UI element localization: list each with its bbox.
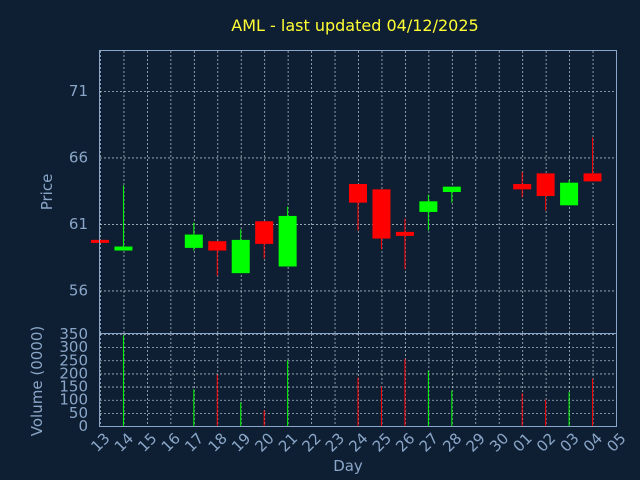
- candle-body: [395, 231, 414, 236]
- candle-body: [442, 186, 461, 192]
- x-axis-label: Day: [333, 457, 363, 475]
- candle-body: [184, 234, 203, 248]
- x-tick-label: 03: [556, 429, 582, 455]
- x-tick-label: 24: [345, 429, 371, 455]
- x-tick-label: 15: [134, 429, 160, 455]
- x-tick-label: 28: [439, 429, 465, 455]
- x-tick-label: 26: [392, 429, 418, 455]
- x-tick-label: 19: [228, 429, 254, 455]
- candle-body: [583, 173, 602, 182]
- candle-body: [255, 221, 274, 244]
- x-tick-label: 22: [298, 429, 324, 455]
- x-tick-label: 14: [111, 429, 137, 455]
- volume-tick-label: 0: [78, 417, 88, 435]
- x-tick-label: 25: [369, 429, 395, 455]
- price-axis-label: Price: [38, 174, 56, 211]
- x-tick-labels: 1314151617181920212223242526272829300102…: [87, 429, 629, 455]
- candle-body: [208, 241, 227, 251]
- candle-body: [278, 215, 297, 267]
- volume-axis-label: Volume (0000): [28, 326, 46, 436]
- volume-tick-label: 250: [59, 351, 88, 369]
- volume-tick-label: 350: [59, 325, 88, 343]
- volume-bars: [122, 335, 594, 426]
- x-tick-label: 20: [252, 429, 278, 455]
- x-tick-label: 13: [87, 429, 113, 455]
- x-tick-label: 16: [158, 429, 184, 455]
- candle-body: [231, 239, 250, 274]
- x-tick-label: 18: [205, 429, 231, 455]
- candles: [91, 137, 602, 276]
- x-tick-label: 05: [603, 429, 629, 455]
- volume-tick-label: 300: [59, 338, 88, 356]
- price-tick-labels: 56 61 66 71: [69, 82, 88, 300]
- volume-tick-label: 50: [69, 404, 88, 422]
- volume-panel-frame: [99, 333, 617, 427]
- candle-body: [114, 246, 133, 251]
- x-tick-label: 30: [486, 429, 512, 455]
- chart-title: AML - last updated 04/12/2025: [231, 16, 478, 35]
- price-tick-label: 71: [69, 82, 88, 100]
- price-tick-label: 61: [69, 215, 88, 233]
- price-tick-label: 66: [69, 148, 88, 166]
- candle-body: [536, 173, 555, 196]
- x-tick-label: 02: [533, 429, 559, 455]
- candle-body: [349, 184, 367, 203]
- x-tick-label: 01: [510, 429, 536, 455]
- price-tick-label: 56: [69, 281, 88, 299]
- x-tick-label: 17: [181, 429, 207, 455]
- candle-body: [513, 184, 532, 190]
- volume-tick-label: 100: [59, 391, 88, 409]
- x-tick-label: 21: [275, 429, 301, 455]
- candle-body: [419, 201, 438, 212]
- candle-body: [560, 182, 579, 206]
- x-tick-label: 29: [463, 429, 489, 455]
- candle-body: [372, 189, 391, 239]
- volume-tick-label: 150: [59, 378, 88, 396]
- x-tick-label: 27: [416, 429, 442, 455]
- x-tick-label: 23: [322, 429, 348, 455]
- x-tick-label: 04: [580, 429, 606, 455]
- volume-tick-label: 200: [59, 364, 88, 382]
